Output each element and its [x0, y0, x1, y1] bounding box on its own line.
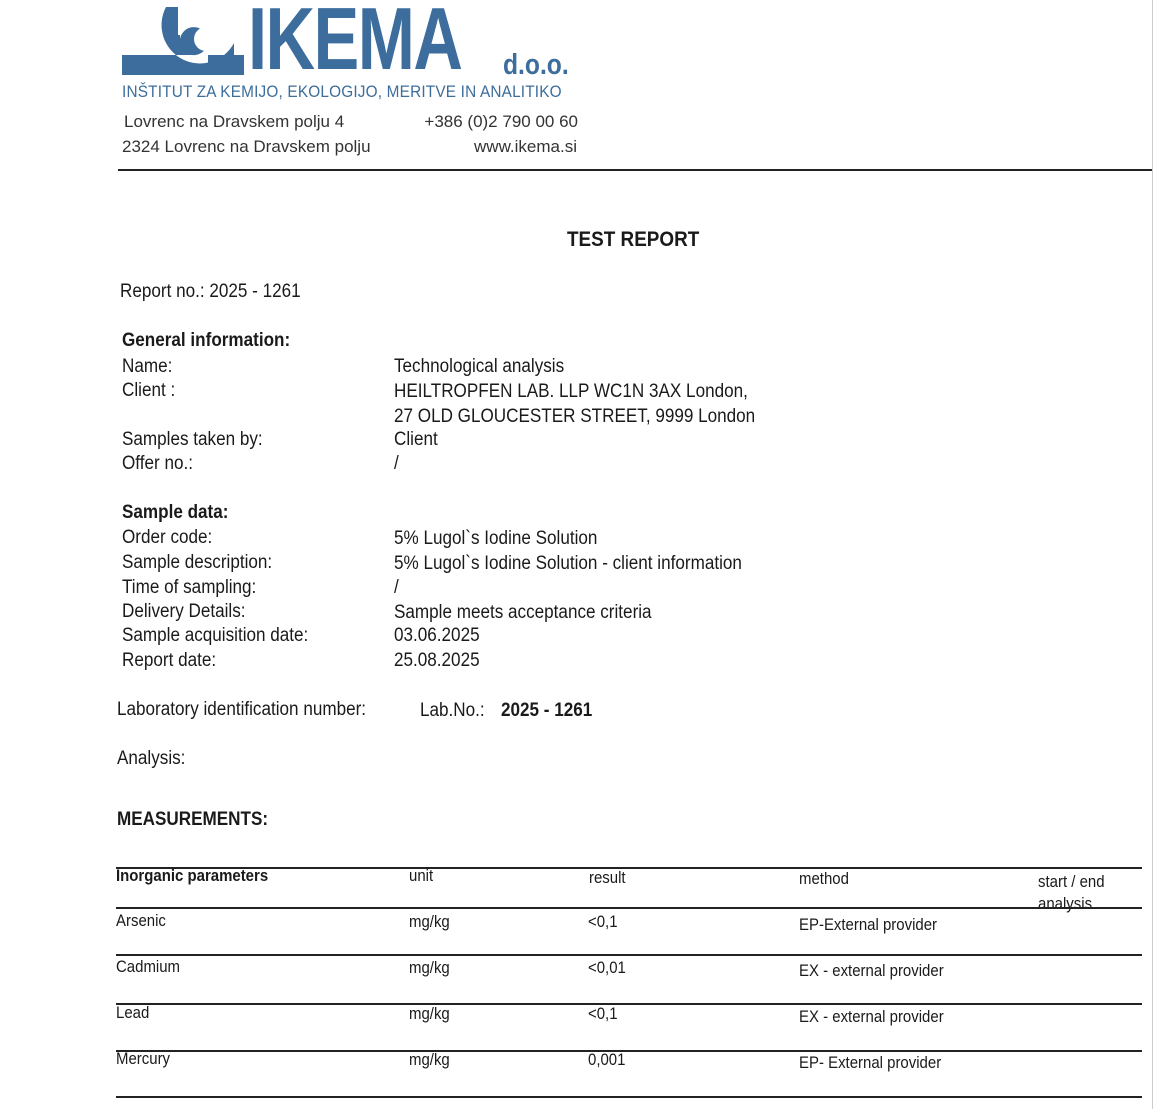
field-value: 5% Lugol`s Iodine Solution: [394, 528, 598, 549]
field-value: 25.08.2025: [394, 650, 480, 671]
table-rule: [116, 907, 1142, 909]
cell-method: EP- External provider: [799, 1053, 942, 1072]
table-rule: [116, 1050, 1142, 1052]
table-rule: [116, 954, 1142, 956]
field-value: 27 OLD GLOUCESTER STREET, 9999 London: [394, 406, 756, 427]
section-heading: Sample data:: [122, 502, 229, 523]
field-value: 5% Lugol`s Iodine Solution - client info…: [394, 553, 742, 574]
cell-parameter: Lead: [116, 1003, 150, 1022]
logo-suffix: d.o.o.: [503, 49, 569, 81]
lab-number: 2025 - 1261: [501, 700, 593, 721]
field-label: Delivery Details:: [122, 601, 246, 622]
measurements-heading: MEASUREMENTS:: [117, 809, 269, 830]
field-label: Offer no.:: [122, 453, 193, 474]
column-header-unit: unit: [409, 866, 434, 885]
column-header-result: result: [589, 868, 626, 887]
logo-text: IKEMA: [248, 0, 463, 88]
field-label: Time of sampling:: [122, 577, 257, 598]
field-value: 03.06.2025: [394, 625, 480, 646]
column-header-analysis: analysis: [1038, 894, 1093, 913]
cell-result: <0,01: [588, 958, 626, 977]
cell-result: 0,001: [588, 1050, 626, 1069]
cell-method: EX - external provider: [799, 1007, 944, 1026]
field-value: /: [394, 577, 399, 598]
cell-result: <0,1: [588, 1004, 618, 1023]
column-header-method: method: [799, 869, 849, 888]
field-label: Sample description:: [122, 552, 273, 573]
cell-result: <0,1: [588, 912, 618, 931]
field-label: Client :: [122, 380, 176, 401]
field-value: Client: [394, 429, 438, 450]
cell-parameter: Mercury: [116, 1049, 171, 1068]
institute-name: INŠTITUT ZA KEMIJO, EKOLOGIJO, MERITVE I…: [122, 83, 562, 101]
field-label: Order code:: [122, 527, 213, 548]
column-header-start-end: start / end: [1038, 872, 1105, 891]
cell-unit: mg/kg: [409, 1004, 450, 1023]
field-label: Name:: [122, 356, 173, 377]
cell-unit: mg/kg: [409, 1050, 450, 1069]
address-line-1: Lovrenc na Dravskem polju 4: [124, 112, 345, 131]
report-number: Report no.: 2025 - 1261: [120, 281, 301, 302]
website: www.ikema.si: [474, 137, 577, 156]
column-header-parameter: Inorganic parameters: [116, 866, 269, 885]
field-value: Technological analysis: [394, 356, 565, 377]
lab-id-label: Laboratory identification number:: [117, 699, 367, 720]
field-label: Report date:: [122, 650, 217, 671]
page-title: TEST REPORT: [567, 228, 700, 251]
table-rule: [116, 867, 1142, 869]
cell-unit: mg/kg: [409, 912, 450, 931]
field-label: Samples taken by:: [122, 429, 263, 450]
field-value: HEILTROPFEN LAB. LLP WC1N 3AX London,: [394, 381, 748, 402]
page-edge: [1152, 0, 1153, 1109]
field-value: Sample meets acceptance criteria: [394, 602, 652, 623]
phone: +386 (0)2 790 00 60: [424, 112, 578, 131]
header-divider: [118, 169, 1152, 171]
address-line-2: 2324 Lovrenc na Dravskem polju: [122, 137, 371, 156]
ikema-logo-icon: [122, 5, 244, 75]
cell-method: EX - external provider: [799, 961, 944, 980]
field-label: Sample acquisition date:: [122, 625, 309, 646]
table-rule: [116, 1003, 1142, 1005]
table-rule: [116, 1096, 1142, 1098]
cell-parameter: Arsenic: [116, 911, 166, 930]
section-heading: General information:: [122, 330, 291, 351]
cell-unit: mg/kg: [409, 958, 450, 977]
lab-no-prefix: Lab.No.:: [420, 700, 485, 721]
analysis-label: Analysis:: [117, 748, 186, 769]
cell-method: EP-External provider: [799, 915, 938, 934]
cell-parameter: Cadmium: [116, 957, 181, 976]
field-value: /: [394, 453, 399, 474]
